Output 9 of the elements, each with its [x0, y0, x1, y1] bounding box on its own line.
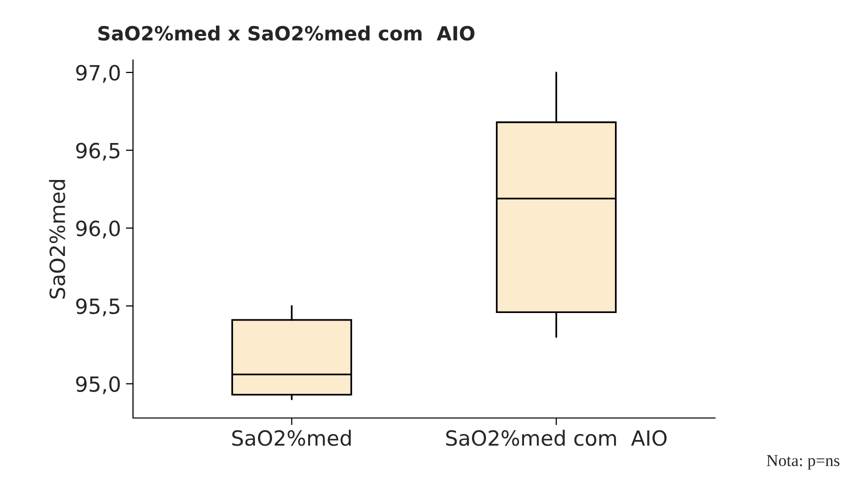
- y-tick-label: 95,0: [76, 376, 120, 394]
- y-axis-title: SaO2%med: [49, 180, 66, 299]
- chart-title: SaO2%med x SaO2%med com AIO: [98, 26, 474, 41]
- y-tick-label: 96,5: [76, 142, 120, 161]
- x-tick-label: SaO2%med com AIO: [446, 430, 667, 446]
- text: Nota: p=ns: [766, 455, 840, 470]
- y-tick-label: 97,0: [76, 64, 120, 83]
- y-tick-label: 95,5: [76, 298, 120, 316]
- y-tick-label: 96,0: [76, 220, 120, 238]
